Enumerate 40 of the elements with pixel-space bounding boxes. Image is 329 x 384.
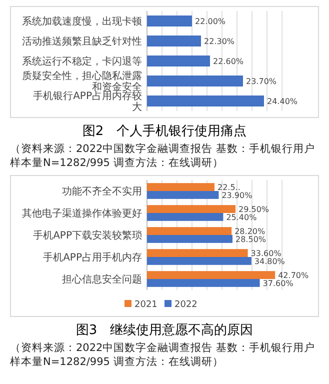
text: 图3 继续使用意愿不高的原因 xyxy=(74,322,254,339)
y-tick-label: 其他电子渠道操作体验更好 xyxy=(22,208,142,220)
data-label: 25.40% xyxy=(226,212,258,222)
data-label: 23.70% xyxy=(246,77,277,86)
data-label: 28.50% xyxy=(236,234,266,244)
y-tick-label: 系统加载速度慢，出现卡顿 xyxy=(22,16,142,28)
y-tick-label: 活动推送频繁且缺乏针对性 xyxy=(22,36,142,48)
bar xyxy=(147,257,252,265)
bar xyxy=(147,183,214,191)
bar xyxy=(147,213,224,221)
text: 图2 个人手机银行使用痛点 xyxy=(81,123,248,140)
data-label: 29.50% xyxy=(238,205,270,214)
data-label: 28.20% xyxy=(234,227,266,236)
data-label: 22.00% xyxy=(195,17,226,26)
bar xyxy=(147,279,260,287)
bar xyxy=(147,235,232,243)
bar xyxy=(147,191,219,199)
bar xyxy=(147,271,276,279)
y-tick-label: 手机APP占用手机内存 xyxy=(43,252,142,264)
data-label: 24.40% xyxy=(267,97,298,106)
y-tick-label: 功能不齐全不实用 xyxy=(62,186,142,198)
bar xyxy=(147,249,248,257)
legend-label: 2021 xyxy=(134,300,158,310)
y-tick-label: 手机银行APP占用内存较大 xyxy=(33,90,142,113)
data-label: 33.60% xyxy=(250,249,282,258)
y-tick-label: 手机APP下载安装较繁琐 xyxy=(33,230,142,242)
bar xyxy=(147,227,232,235)
data-label: 22.60% xyxy=(213,57,244,66)
data-label: 22.5.. xyxy=(218,183,240,192)
text: （资料来源：2022中国数字金融调查报告 基数：手机银行用户样本量N=1282/995 调查方法：在线调研） xyxy=(10,142,316,170)
legend-label: 2022 xyxy=(174,300,198,310)
data-label: 42.70% xyxy=(278,271,309,280)
y-tick-label: 担心信息安全问题 xyxy=(62,274,142,286)
y-tick-label: 系统运行不稳定，卡闪退等 xyxy=(22,56,142,68)
data-label: 23.90% xyxy=(222,190,253,200)
text: （资料来源：2022中国数字金融调查报告 基数：手机银行用户样本量N=1282/995 调查方法：在线调研） xyxy=(10,341,316,369)
bar xyxy=(147,205,236,213)
data-label: 34.80% xyxy=(254,256,286,266)
data-label: 22.30% xyxy=(204,37,235,46)
data-label: 37.60% xyxy=(262,278,294,288)
